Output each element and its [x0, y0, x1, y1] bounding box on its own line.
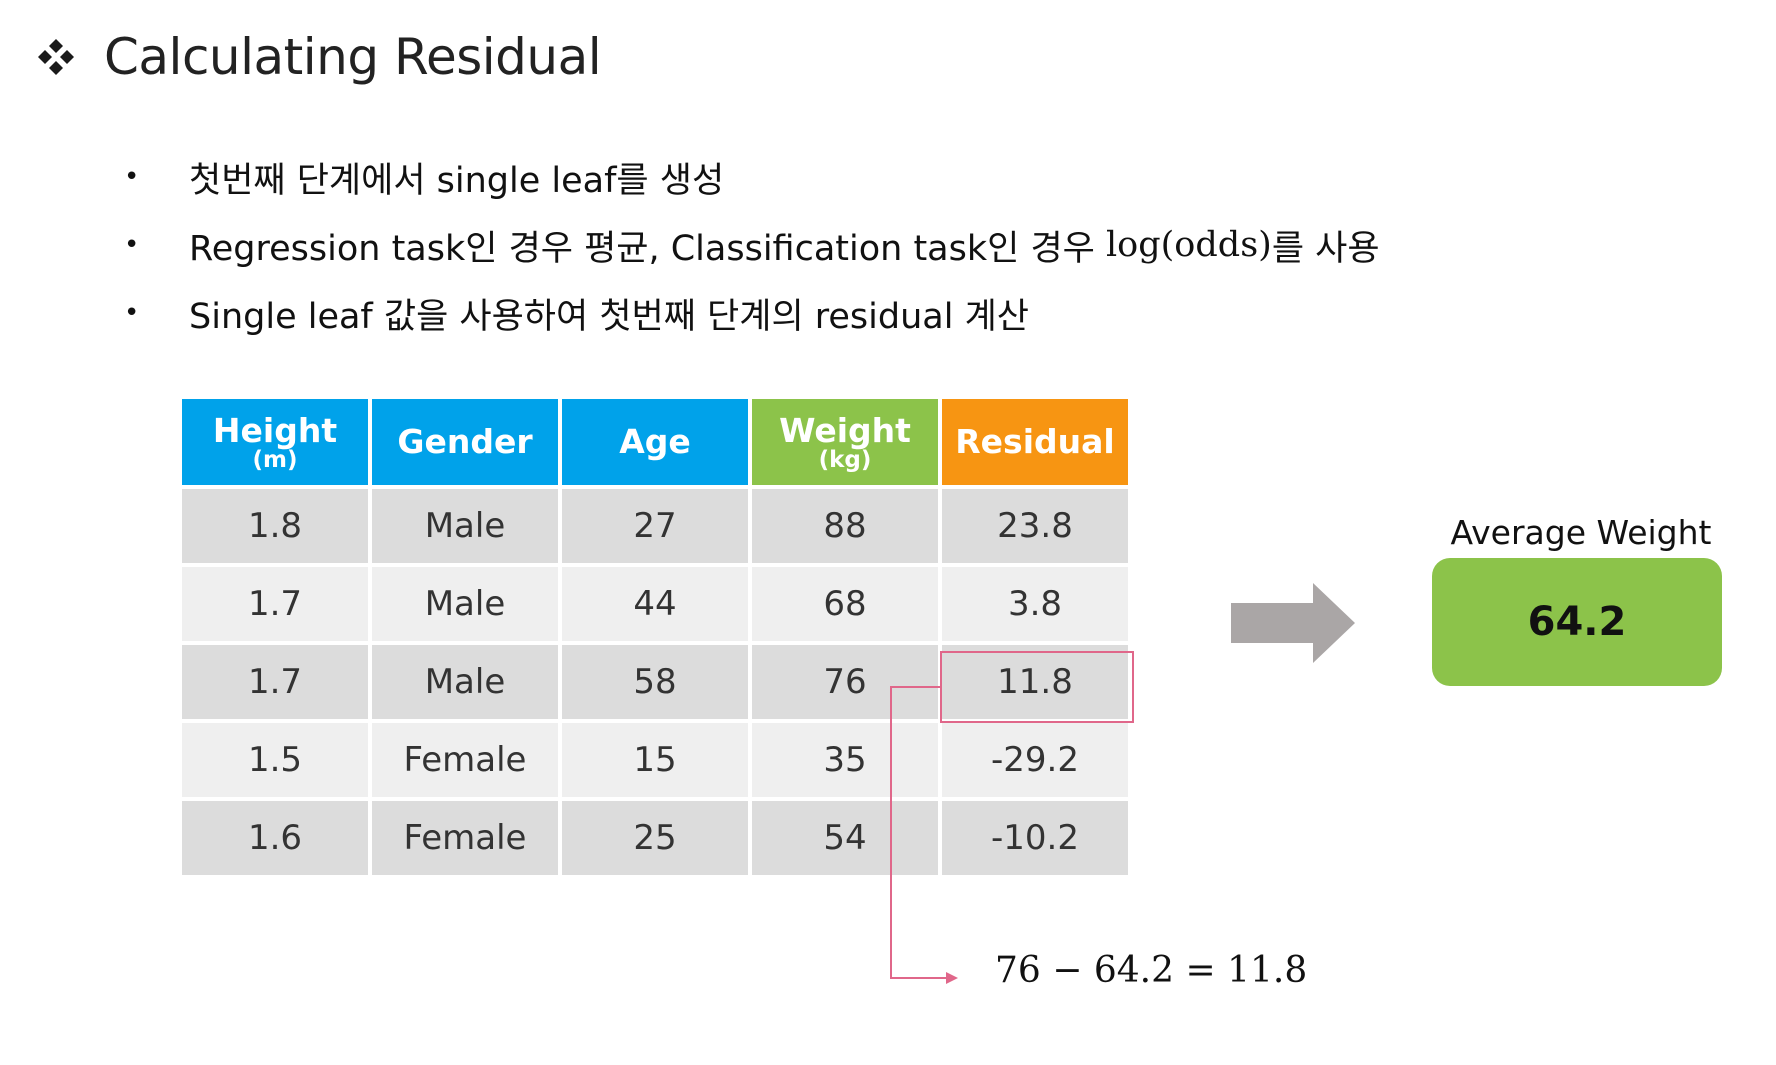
bullet-text: Single leaf 값을 사용하여 첫번째 단계의 residual 계산	[189, 296, 1029, 337]
slide-title: Calculating Residual	[104, 28, 602, 86]
bullet-item: • Single leaf 값을 사용하여 첫번째 단계의 residual 계…	[124, 279, 1380, 347]
cell-gender: Female	[372, 801, 558, 875]
header-label: Weight	[779, 411, 911, 450]
average-weight-label: Average Weight	[1450, 513, 1712, 552]
cell-residual: -10.2	[942, 801, 1128, 875]
cell-height: 1.8	[182, 489, 368, 563]
cell-gender: Female	[372, 723, 558, 797]
header-label: Gender	[397, 422, 533, 461]
cell-residual: -29.2	[942, 723, 1128, 797]
cell-residual: 23.8	[942, 489, 1128, 563]
average-weight-box: 64.2	[1432, 558, 1722, 686]
table-row: 1.8 Male 27 88 23.8	[182, 489, 1128, 563]
cell-age: 15	[562, 723, 748, 797]
cell-gender: Male	[372, 567, 558, 641]
header-gender: Gender	[372, 399, 558, 485]
residual-highlight-box	[940, 651, 1134, 723]
header-age: Age	[562, 399, 748, 485]
cell-height: 1.5	[182, 723, 368, 797]
header-label: Height	[212, 411, 338, 450]
cell-age: 44	[562, 567, 748, 641]
bullet-item: • 첫번째 단계에서 single leaf를 생성	[124, 143, 1380, 211]
header-label: Age	[619, 422, 691, 461]
header-height: Height (m)	[182, 399, 368, 485]
header-label: Residual	[955, 422, 1115, 461]
residual-table: Height (m) Gender Age Weight (kg) Residu…	[178, 395, 1132, 879]
cell-weight: 68	[752, 567, 938, 641]
bullet-dot-icon: •	[124, 162, 140, 192]
four-diamond-bullet-icon	[38, 39, 74, 75]
cell-age: 25	[562, 801, 748, 875]
bullet-text-suffix: 를 사용	[1271, 228, 1380, 269]
residual-formula: 76 − 64.2 = 11.8	[995, 950, 1308, 991]
table-row: 1.7 Male 58 76 11.8	[182, 645, 1128, 719]
cell-residual: 11.8	[942, 645, 1128, 719]
table-header-row: Height (m) Gender Age Weight (kg) Residu…	[182, 399, 1128, 485]
cell-height: 1.7	[182, 645, 368, 719]
cell-gender: Male	[372, 489, 558, 563]
log-odds-math: log(odds)	[1105, 225, 1272, 265]
cell-gender: Male	[372, 645, 558, 719]
cell-weight: 76	[752, 645, 938, 719]
table-row: 1.6 Female 25 54 -10.2	[182, 801, 1128, 875]
bullet-item: • Regression task인 경우 평균, Classification…	[124, 211, 1380, 279]
cell-height: 1.7	[182, 567, 368, 641]
cell-weight: 54	[752, 801, 938, 875]
cell-age: 27	[562, 489, 748, 563]
table-row: 1.7 Male 44 68 3.8	[182, 567, 1128, 641]
header-weight: Weight (kg)	[752, 399, 938, 485]
header-unit: (m)	[252, 447, 298, 473]
bullet-list: • 첫번째 단계에서 single leaf를 생성 • Regression …	[124, 143, 1380, 347]
right-arrow-icon	[1231, 583, 1355, 663]
cell-residual: 3.8	[942, 567, 1128, 641]
cell-weight: 88	[752, 489, 938, 563]
bullet-text: 첫번째 단계에서 single leaf를 생성	[189, 160, 725, 201]
slide-title-group: Calculating Residual	[32, 28, 602, 86]
header-unit: (kg)	[818, 447, 872, 473]
cell-age: 58	[562, 645, 748, 719]
cell-weight: 35	[752, 723, 938, 797]
cell-height: 1.6	[182, 801, 368, 875]
bullet-dot-icon: •	[124, 230, 140, 260]
average-weight-value: 64.2	[1527, 599, 1627, 645]
header-residual: Residual	[942, 399, 1128, 485]
table-row: 1.5 Female 15 35 -29.2	[182, 723, 1128, 797]
bullet-text: Regression task인 경우 평균, Classification t…	[189, 228, 1106, 269]
bullet-dot-icon: •	[124, 298, 140, 328]
